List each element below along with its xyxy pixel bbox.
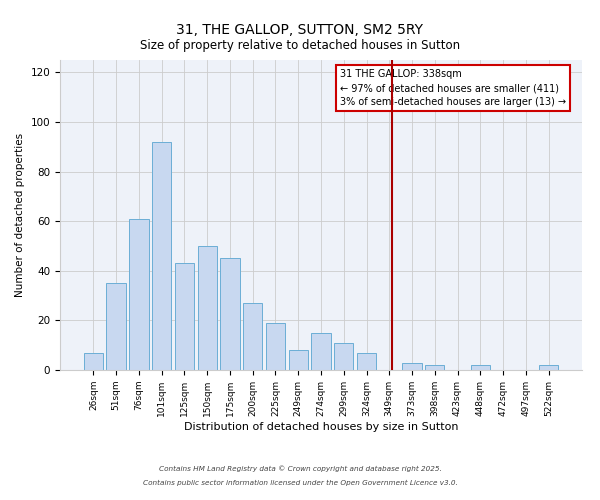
Bar bbox=[220, 258, 239, 370]
Bar bbox=[425, 365, 445, 370]
Bar bbox=[243, 303, 262, 370]
X-axis label: Distribution of detached houses by size in Sutton: Distribution of detached houses by size … bbox=[184, 422, 458, 432]
Bar bbox=[539, 365, 558, 370]
Bar bbox=[152, 142, 172, 370]
Bar bbox=[129, 218, 149, 370]
Bar bbox=[334, 342, 353, 370]
Bar bbox=[175, 264, 194, 370]
Text: 31, THE GALLOP, SUTTON, SM2 5RY: 31, THE GALLOP, SUTTON, SM2 5RY bbox=[176, 22, 424, 36]
Text: Size of property relative to detached houses in Sutton: Size of property relative to detached ho… bbox=[140, 39, 460, 52]
Text: 31 THE GALLOP: 338sqm
← 97% of detached houses are smaller (411)
3% of semi-deta: 31 THE GALLOP: 338sqm ← 97% of detached … bbox=[340, 70, 566, 108]
Y-axis label: Number of detached properties: Number of detached properties bbox=[15, 133, 25, 297]
Bar bbox=[266, 323, 285, 370]
Bar bbox=[470, 365, 490, 370]
Bar bbox=[357, 352, 376, 370]
Bar bbox=[311, 333, 331, 370]
Text: Contains HM Land Registry data © Crown copyright and database right 2025.: Contains HM Land Registry data © Crown c… bbox=[158, 466, 442, 472]
Bar bbox=[289, 350, 308, 370]
Text: Contains public sector information licensed under the Open Government Licence v3: Contains public sector information licen… bbox=[143, 480, 457, 486]
Bar bbox=[106, 283, 126, 370]
Bar bbox=[197, 246, 217, 370]
Bar bbox=[403, 362, 422, 370]
Bar bbox=[84, 352, 103, 370]
